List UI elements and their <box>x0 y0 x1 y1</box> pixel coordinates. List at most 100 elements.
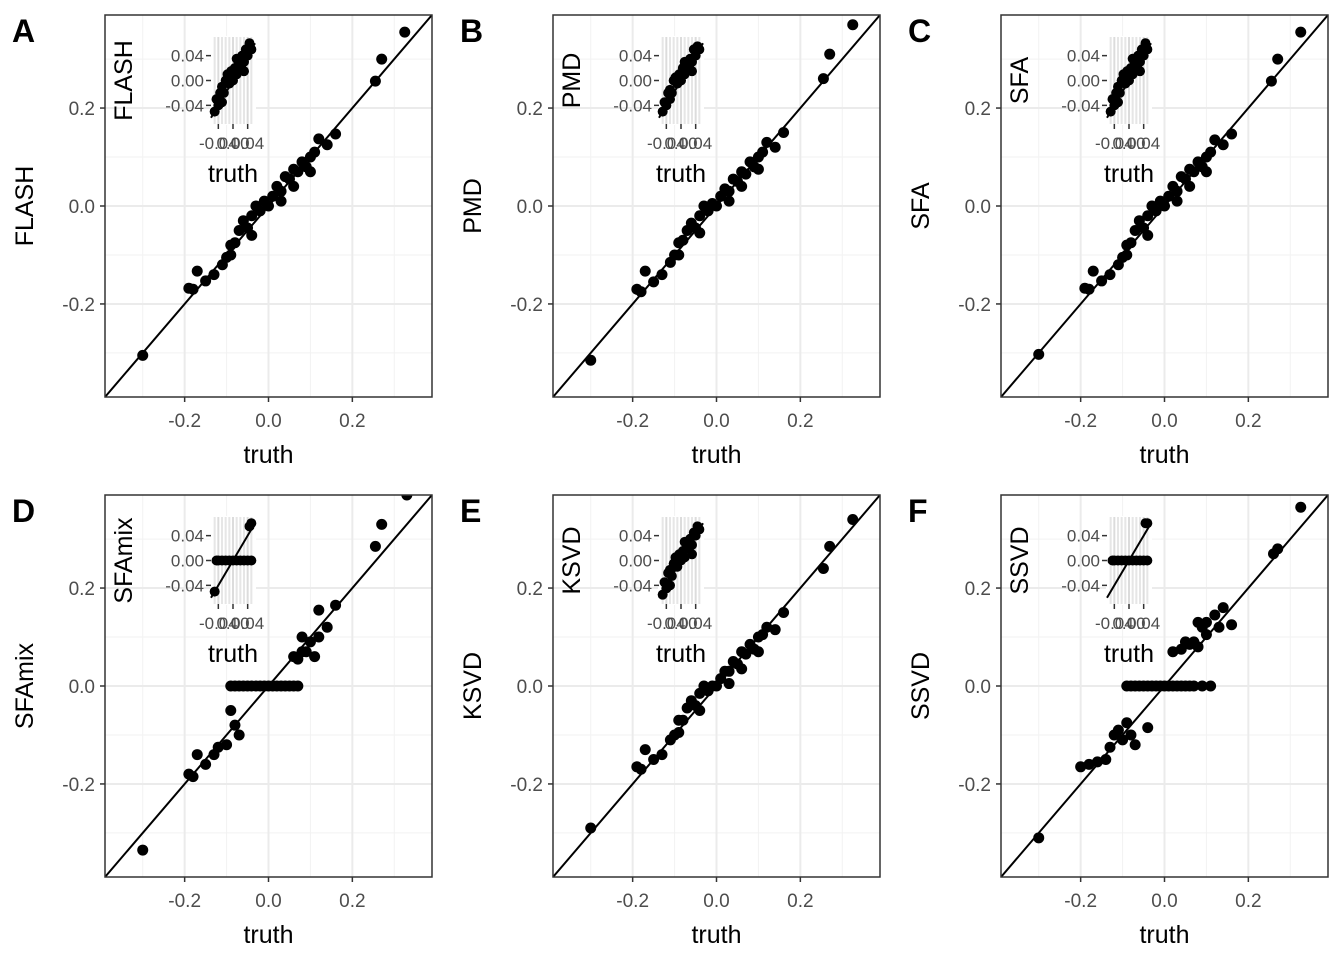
data-point <box>221 739 233 751</box>
inset-y-axis-title: PMD <box>558 53 586 109</box>
inset-ytick-label: -0.04 <box>165 576 204 595</box>
ytick-label: 0.2 <box>965 99 991 120</box>
inset-ytick-label: 0.04 <box>1067 527 1100 546</box>
inset-points <box>657 41 705 117</box>
points <box>1033 26 1307 360</box>
data-point <box>275 195 287 207</box>
data-point <box>330 599 342 611</box>
data-point <box>740 648 752 660</box>
inset-data-point <box>665 580 675 591</box>
data-point <box>1217 602 1229 614</box>
ytick-label: 0.0 <box>965 677 991 698</box>
inset-data-point <box>1135 66 1145 77</box>
inset-y-axis-title: FLASH <box>110 40 138 121</box>
data-point <box>275 185 287 197</box>
data-point <box>1188 680 1200 692</box>
xtick-label: 0.0 <box>1151 891 1177 912</box>
data-point <box>292 166 304 178</box>
data-point <box>1205 680 1217 692</box>
data-point <box>399 26 411 38</box>
inset-points <box>1107 518 1153 566</box>
xtick-label: 0.2 <box>339 891 365 912</box>
data-point <box>656 749 668 761</box>
data-point <box>736 180 748 192</box>
data-point <box>313 604 325 616</box>
inset-x-axis-title: truth <box>656 160 706 188</box>
data-point <box>847 513 859 525</box>
data-point <box>330 128 342 140</box>
inset-data-point <box>217 97 227 108</box>
data-point <box>677 714 689 726</box>
inset-xtick-label: 0.04 <box>1127 134 1160 153</box>
data-point <box>246 229 258 241</box>
data-point <box>761 136 773 148</box>
inset-x-axis-title: truth <box>656 640 706 668</box>
data-point <box>1104 741 1116 753</box>
data-point <box>635 286 647 298</box>
data-point <box>847 19 859 31</box>
inset-xtick-label: -0.04 <box>199 614 238 633</box>
data-point <box>585 354 597 366</box>
x-axis-title: truth <box>243 921 293 949</box>
inset-x-axis-title: truth <box>208 640 258 668</box>
xtick-label: 0.2 <box>339 411 365 432</box>
data-point <box>1213 621 1225 633</box>
inset-data-point <box>665 94 675 105</box>
data-point <box>246 210 258 222</box>
inset-points <box>1105 38 1153 117</box>
data-point <box>263 200 274 212</box>
x-axis-title: truth <box>691 921 741 949</box>
data-point <box>1121 249 1133 261</box>
data-point <box>288 180 300 192</box>
inset-ytick-label: 0.00 <box>1067 72 1100 91</box>
data-point <box>778 607 790 619</box>
data-point <box>817 73 829 85</box>
data-point <box>313 631 325 643</box>
data-point <box>752 163 764 175</box>
inset-data-point <box>666 571 677 582</box>
ytick-label: 0.0 <box>517 677 543 698</box>
inset-xtick-label: -0.04 <box>647 134 686 153</box>
panel-letter: E <box>460 493 481 529</box>
xtick-label: 0.0 <box>255 891 281 912</box>
data-point <box>1295 26 1307 38</box>
data-point <box>1192 641 1204 653</box>
data-point <box>673 249 685 261</box>
points <box>585 513 859 834</box>
inset-y-axis-title: SFAmix <box>110 517 138 604</box>
data-point <box>694 704 706 716</box>
data-point <box>187 771 199 783</box>
data-point <box>1163 190 1175 202</box>
inset-data-point <box>246 555 257 566</box>
data-point <box>233 224 245 236</box>
data-point <box>1091 756 1103 768</box>
inset-xtick-label: 0.04 <box>679 614 712 633</box>
panel-letter: D <box>12 493 35 529</box>
inset-xtick-label: 0.00 <box>216 614 249 633</box>
data-point <box>304 166 316 178</box>
data-point <box>1159 200 1170 212</box>
inset-ytick-label: -0.04 <box>1061 576 1100 595</box>
data-point <box>212 741 224 753</box>
data-point <box>1033 832 1045 844</box>
inset-y-axis-title: SFA <box>1006 57 1034 105</box>
y-axis-title: PMD <box>459 178 487 234</box>
data-point <box>1209 609 1221 621</box>
inset-ytick-label: 0.00 <box>171 552 204 571</box>
points <box>137 495 413 856</box>
data-point <box>824 48 836 60</box>
inset-ytick-label: -0.04 <box>1061 96 1100 115</box>
data-point <box>1272 543 1284 555</box>
data-point <box>1200 629 1212 641</box>
inset-ytick-label: 0.04 <box>171 527 204 546</box>
points <box>585 19 859 366</box>
data-point <box>376 53 388 65</box>
data-point <box>723 185 735 197</box>
data-point <box>769 624 781 636</box>
ytick-label: 0.0 <box>517 197 543 218</box>
panel-letter: C <box>908 13 931 49</box>
inset-data-point <box>687 549 697 560</box>
data-point <box>673 727 685 739</box>
data-point <box>300 646 312 658</box>
